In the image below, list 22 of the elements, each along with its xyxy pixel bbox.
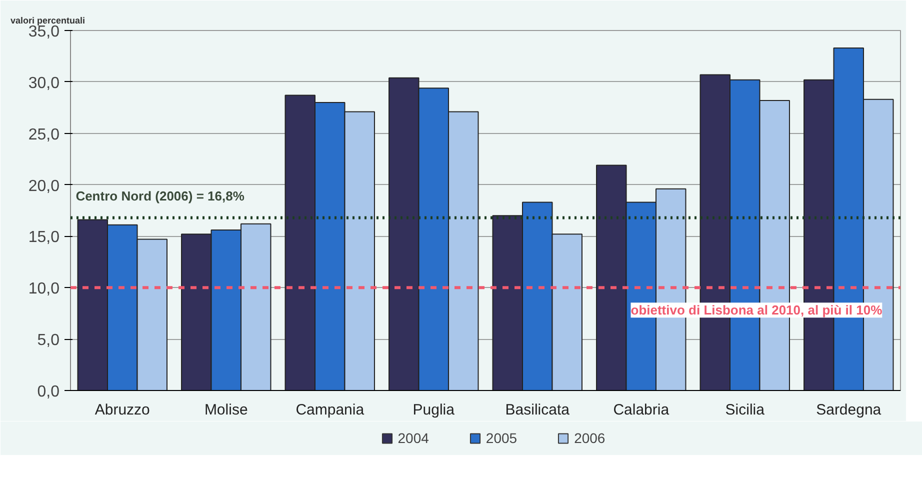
x-tick-label: Sicilia xyxy=(725,402,766,418)
y-tick-label: 15,0 xyxy=(28,229,60,246)
x-tick-label: Sardegna xyxy=(816,402,882,418)
legend-label: 2005 xyxy=(486,430,518,446)
x-tick-label: Abruzzo xyxy=(94,402,150,418)
y-tick-label: 35,0 xyxy=(28,24,60,40)
y-tick-label: 5,0 xyxy=(37,332,60,350)
x-tick-label: Calabria xyxy=(613,402,670,418)
y-tick-label: 10,0 xyxy=(28,280,60,298)
x-tick-label: Campania xyxy=(296,402,365,418)
legend-label: 2006 xyxy=(574,430,606,446)
ref-line-label: Centro Nord (2006) = 16,8% xyxy=(76,188,245,204)
y-tick-label: 0,0 xyxy=(37,384,60,400)
y-tick-label: 30,0 xyxy=(28,74,60,92)
legend-label: 2004 xyxy=(398,430,429,446)
y-tick-label: 25,0 xyxy=(28,126,60,144)
y-axis-title: valori percentuali xyxy=(10,16,86,26)
y-tick-label: 20,0 xyxy=(28,178,60,195)
ref-line-label: obiettivo di Lisbona al 2010, al più il 10% xyxy=(630,302,883,318)
x-tick-label: Molise xyxy=(204,402,248,418)
x-tick-label: Puglia xyxy=(412,402,456,418)
x-tick-label: Basilicata xyxy=(505,402,570,418)
